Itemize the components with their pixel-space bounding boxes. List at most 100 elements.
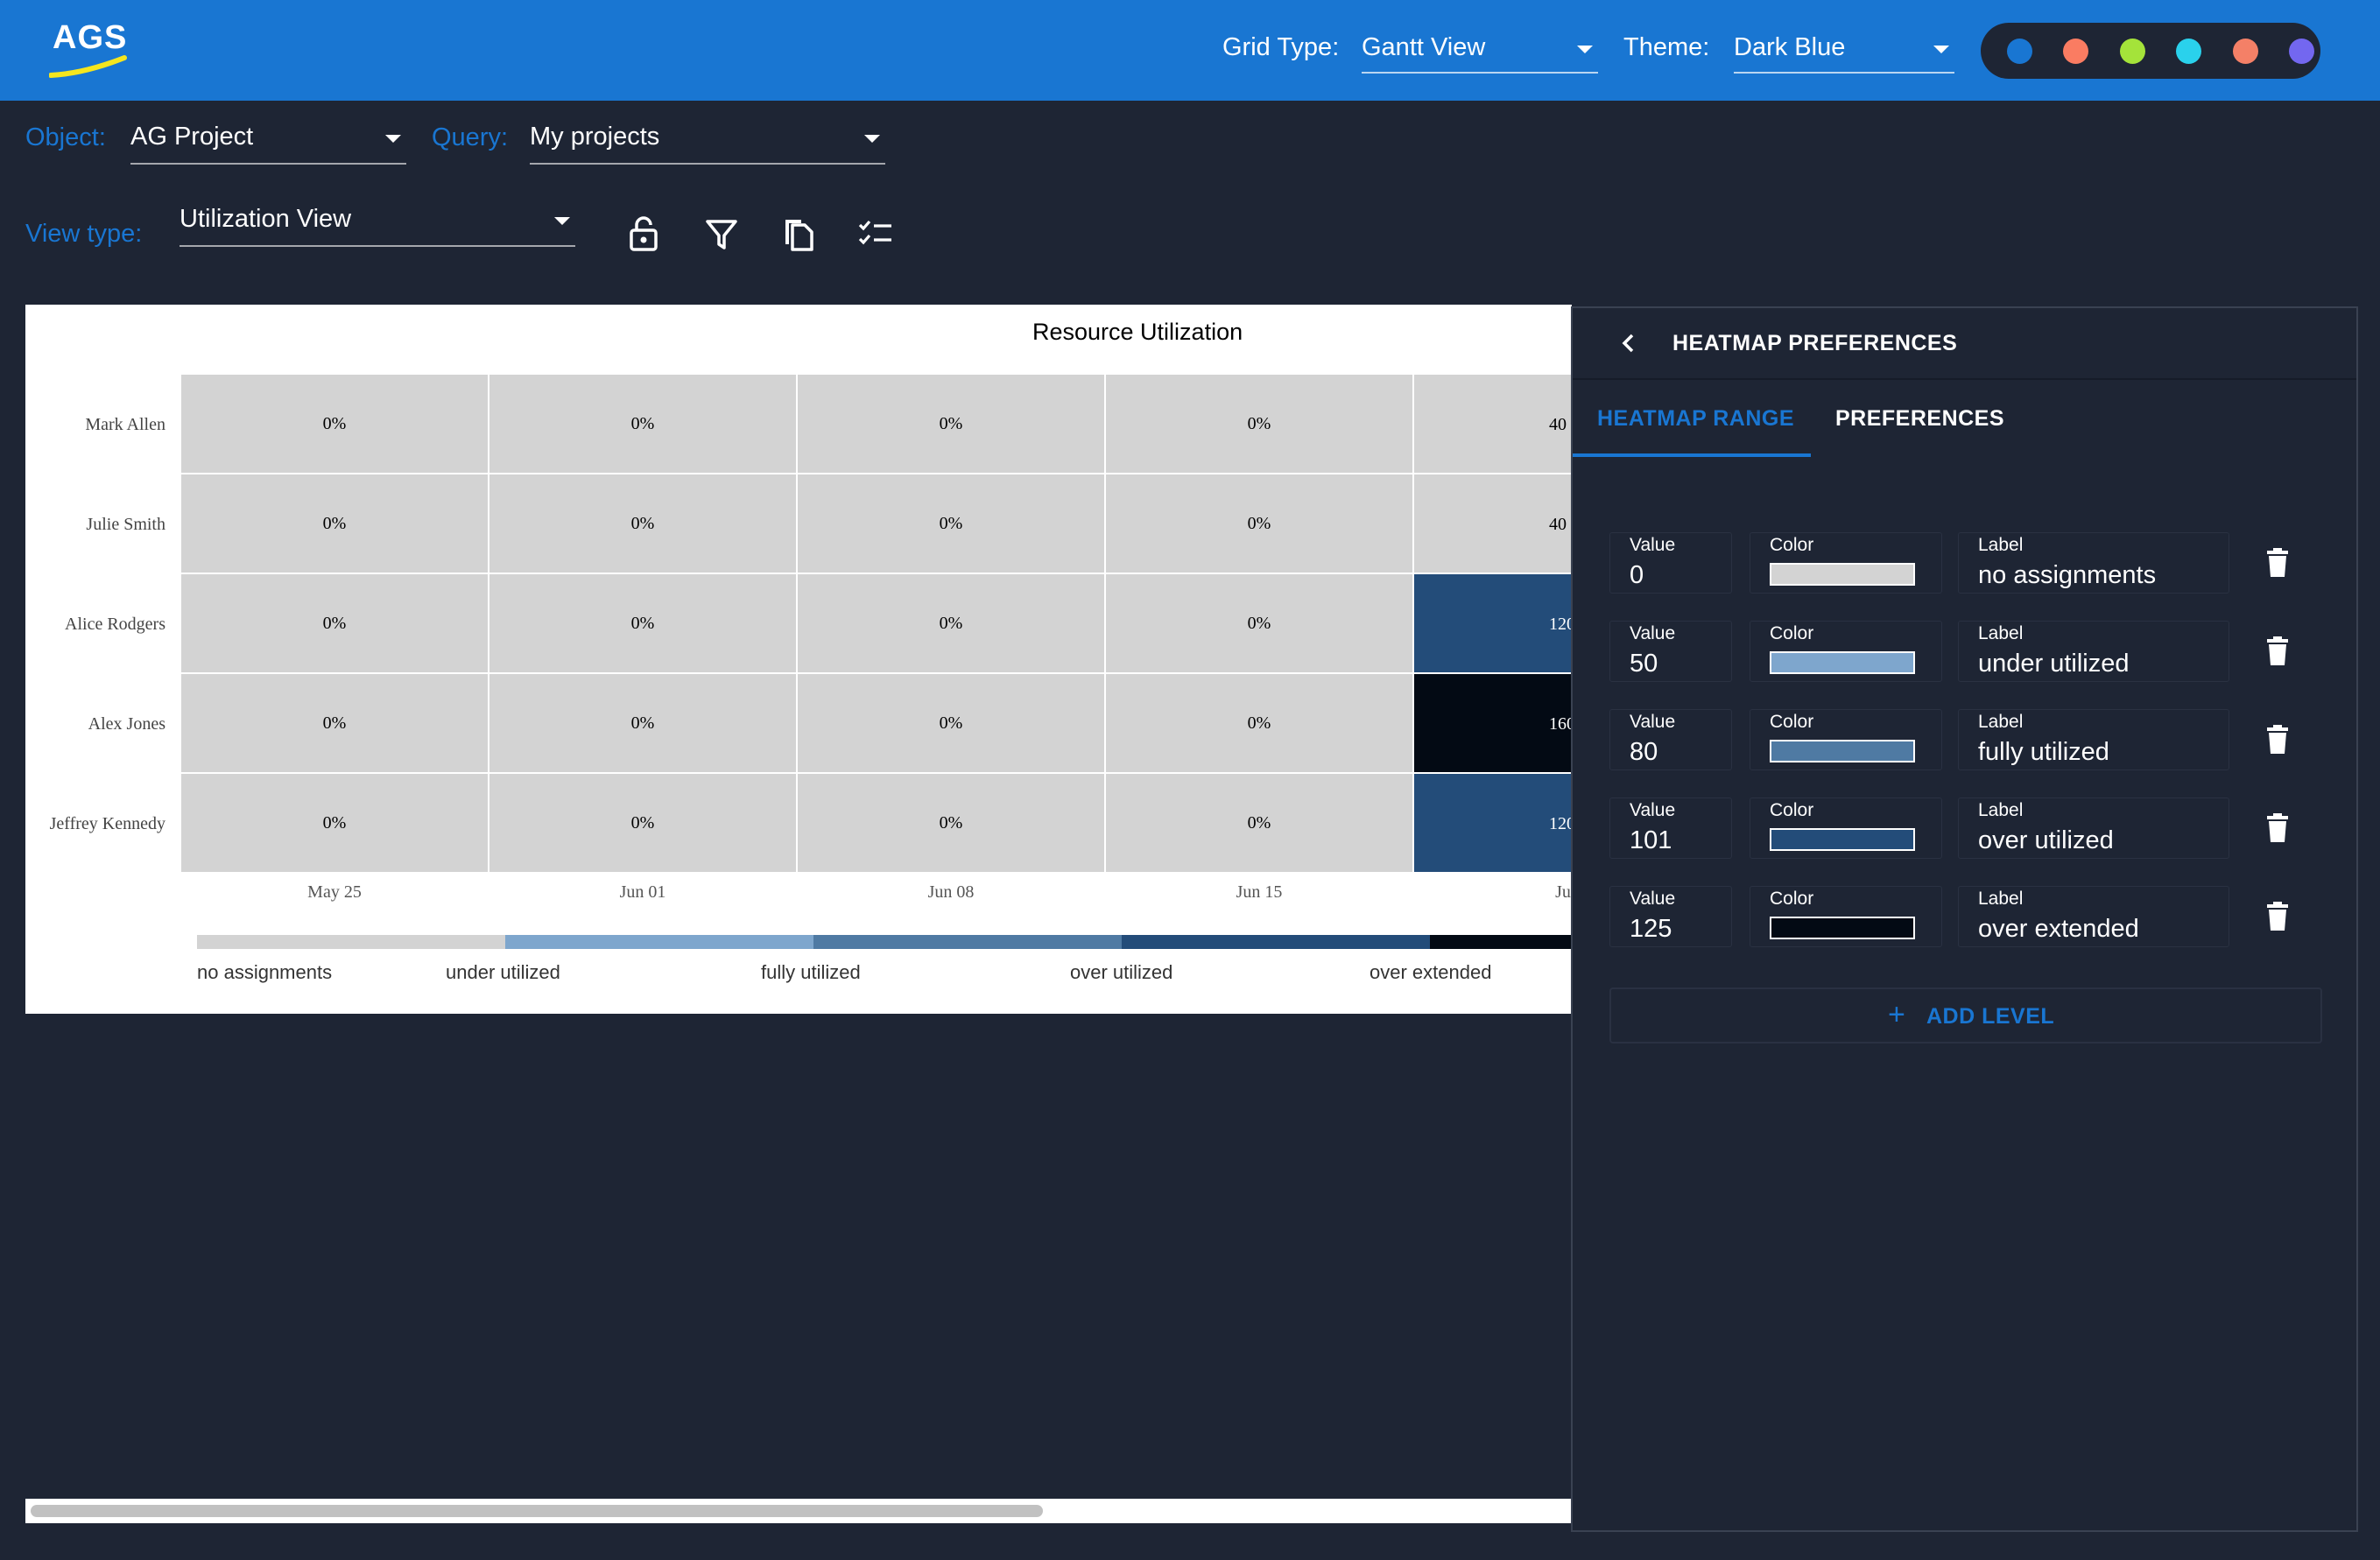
heatmap-cell[interactable]: 0% — [181, 474, 488, 573]
heatmap-cell[interactable]: 120 — [1414, 574, 1572, 672]
cell-value: 0% — [630, 713, 655, 733]
heatmap-cell[interactable]: 0% — [489, 674, 796, 772]
heatmap-cell[interactable]: 0% — [798, 574, 1104, 672]
theme-color-dot[interactable] — [2289, 39, 2314, 64]
tab-preferences[interactable]: PREFERENCES — [1835, 406, 2005, 431]
theme-color-dot[interactable] — [2120, 39, 2145, 64]
level-color-field[interactable]: Color — [1750, 709, 1942, 770]
heatmap-cell[interactable]: 0% — [798, 674, 1104, 772]
heatmap-cell[interactable]: 0% — [181, 574, 488, 672]
active-tab-indicator — [1573, 453, 1811, 457]
level-color-field[interactable]: Color — [1750, 798, 1942, 859]
heatmap-cell[interactable]: 0% — [489, 375, 796, 473]
heatmap-cell[interactable]: 0% — [798, 474, 1104, 573]
checklist-icon[interactable] — [856, 214, 895, 253]
theme-color-dot[interactable] — [2063, 39, 2088, 64]
color-swatch[interactable] — [1770, 828, 1915, 851]
heatmap-cell[interactable]: 40 — [1414, 375, 1572, 473]
chevron-down-icon — [864, 135, 880, 143]
theme-label: Theme: — [1623, 33, 1710, 61]
chevron-down-icon — [1933, 46, 1949, 53]
filter-icon[interactable] — [702, 214, 741, 253]
theme-color-dot[interactable] — [2007, 39, 2032, 64]
legend-swatch — [1430, 935, 1572, 949]
cell-value: 40 — [1549, 515, 1567, 534]
color-caption: Color — [1770, 889, 1814, 909]
cell-value: 0% — [939, 613, 963, 633]
grid-type-select[interactable]: Gantt View — [1362, 26, 1598, 74]
heatmap-cell[interactable]: 40 — [1414, 474, 1572, 573]
view-type-label: View type: — [25, 220, 143, 248]
row-label: Jeffrey Kennedy — [49, 814, 165, 833]
level-label-field[interactable]: Label over utilized — [1958, 798, 2229, 859]
copy-icon[interactable] — [778, 214, 817, 253]
delete-icon[interactable] — [2266, 548, 2289, 578]
heatmap-cell[interactable]: 0% — [1106, 574, 1412, 672]
scrollbar-thumb[interactable] — [31, 1505, 1043, 1517]
grid-type-value: Gantt View — [1362, 33, 1486, 61]
heatmap-cell[interactable]: 0% — [798, 774, 1104, 872]
heatmap-cell[interactable]: 0% — [181, 375, 488, 473]
heatmap-cell[interactable]: 120 — [1414, 774, 1572, 872]
color-caption: Color — [1770, 535, 1814, 555]
theme-value: Dark Blue — [1734, 33, 1846, 61]
heatmap-cell[interactable]: 0% — [1106, 474, 1412, 573]
label-caption: Label — [1978, 800, 2024, 820]
horizontal-scrollbar[interactable] — [25, 1499, 1572, 1523]
heatmap-cell[interactable]: 160 — [1414, 674, 1572, 772]
level-label-field[interactable]: Label under utilized — [1958, 621, 2229, 682]
color-swatch[interactable] — [1770, 651, 1915, 674]
cell-value: 0% — [939, 513, 963, 533]
theme-select[interactable]: Dark Blue — [1734, 26, 1954, 74]
delete-icon[interactable] — [2266, 725, 2289, 755]
legend-swatch — [197, 935, 505, 949]
level-label-field[interactable]: Label over extended — [1958, 886, 2229, 947]
heatmap-preferences-panel: HEATMAP PREFERENCES HEATMAP RANGE PREFER… — [1571, 306, 2358, 1532]
heatmap-cell[interactable]: 0% — [489, 574, 796, 672]
delete-icon[interactable] — [2266, 902, 2289, 931]
level-label-field[interactable]: Label fully utilized — [1958, 709, 2229, 770]
query-select[interactable]: My projects — [530, 117, 885, 165]
legend-label: over extended — [1370, 961, 1492, 983]
level-value-field[interactable]: Value 80 — [1609, 709, 1732, 770]
theme-color-dot[interactable] — [2233, 39, 2258, 64]
color-swatch[interactable] — [1770, 740, 1915, 762]
heatmap-cell[interactable]: 0% — [1106, 774, 1412, 872]
level-value-field[interactable]: Value 101 — [1609, 798, 1732, 859]
heatmap-cell[interactable]: 0% — [798, 375, 1104, 473]
heatmap-cell[interactable]: 0% — [181, 774, 488, 872]
chart-title: Resource Utilization — [1032, 319, 1243, 345]
level-color-field[interactable]: Color — [1750, 621, 1942, 682]
level-value-field[interactable]: Value 125 — [1609, 886, 1732, 947]
heatmap-cell[interactable]: 0% — [489, 474, 796, 573]
delete-icon[interactable] — [2266, 636, 2289, 666]
ags-logo[interactable]: AGS — [49, 19, 132, 79]
level-value: 0 — [1630, 561, 1644, 589]
heatmap-cell[interactable]: 0% — [1106, 375, 1412, 473]
level-label-field[interactable]: Label no assignments — [1958, 532, 2229, 594]
cell-value: 0% — [630, 513, 655, 533]
delete-icon[interactable] — [2266, 813, 2289, 843]
chevron-left-icon[interactable] — [1618, 333, 1639, 354]
color-swatch[interactable] — [1770, 917, 1915, 939]
theme-color-dot[interactable] — [2176, 39, 2201, 64]
lock-icon[interactable] — [624, 214, 663, 253]
color-swatch[interactable] — [1770, 563, 1915, 586]
level-value: 101 — [1630, 826, 1672, 854]
query-value: My projects — [530, 123, 660, 151]
object-select[interactable]: AG Project — [130, 117, 406, 165]
heatmap-cell[interactable]: 0% — [181, 674, 488, 772]
heatmap-cell[interactable]: 0% — [489, 774, 796, 872]
tab-heatmap-range[interactable]: HEATMAP RANGE — [1597, 406, 1795, 431]
color-caption: Color — [1770, 623, 1814, 643]
view-type-select[interactable]: Utilization View — [180, 200, 575, 247]
level-value-field[interactable]: Value 50 — [1609, 621, 1732, 682]
legend-label: no assignments — [197, 961, 333, 983]
level-color-field[interactable]: Color — [1750, 886, 1942, 947]
x-tick-label: Jun 01 — [619, 882, 666, 902]
heatmap-cell[interactable]: 0% — [1106, 674, 1412, 772]
value-caption: Value — [1630, 712, 1676, 732]
add-level-button[interactable]: + ADD LEVEL — [1609, 987, 2322, 1044]
level-color-field[interactable]: Color — [1750, 532, 1942, 594]
level-value-field[interactable]: Value 0 — [1609, 532, 1732, 594]
